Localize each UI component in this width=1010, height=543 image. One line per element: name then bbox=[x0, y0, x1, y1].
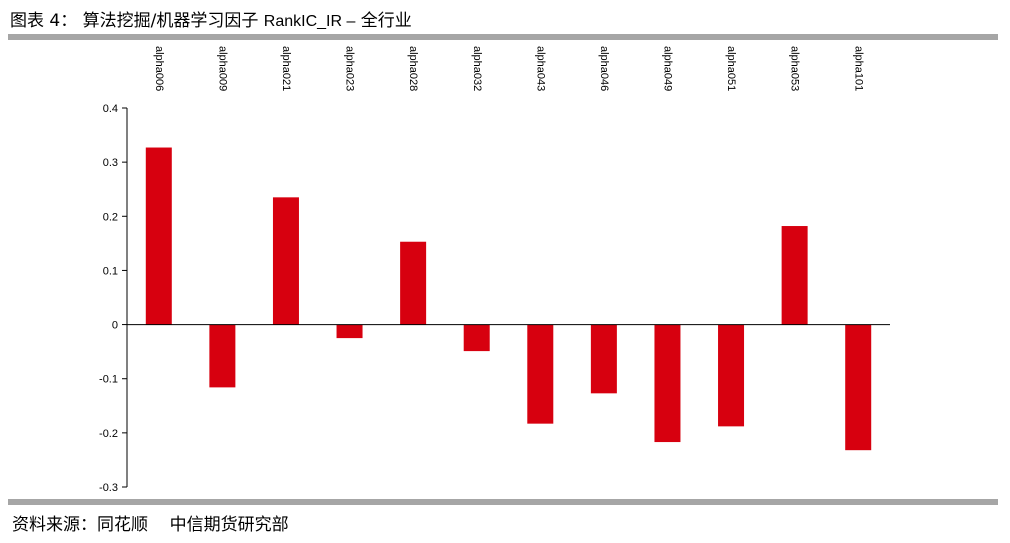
y-tick-label: -0.3 bbox=[99, 482, 118, 494]
figure-title: 图表 4： 算法挖掘/机器学习因子 RankIC_IR – 全行业 bbox=[10, 6, 412, 31]
bar-alpha043 bbox=[527, 324, 554, 424]
category-label: alpha053 bbox=[789, 46, 801, 91]
y-tick-label: 0.3 bbox=[103, 157, 118, 169]
source-label: 资料来源：同花顺 bbox=[12, 515, 148, 535]
bar-alpha101 bbox=[845, 324, 872, 451]
bar-alpha006 bbox=[145, 147, 172, 325]
y-tick-label: 0.2 bbox=[103, 211, 118, 223]
category-label: alpha051 bbox=[725, 46, 737, 91]
y-axis: 0.4 0.3 0.2 0.1 0 -0.1 -0.2 -0.3 bbox=[99, 103, 128, 494]
title-suffix: 全行业 bbox=[360, 11, 412, 31]
y-tick-label: 0 bbox=[112, 320, 118, 332]
bar-alpha023 bbox=[336, 324, 363, 339]
source-org: 中信期货研究部 bbox=[169, 515, 289, 535]
bar-alpha051 bbox=[718, 324, 745, 427]
bar-alpha021 bbox=[272, 197, 299, 325]
title-en: RankIC_IR – bbox=[263, 13, 356, 30]
category-label: alpha009 bbox=[216, 46, 228, 91]
category-labels: alpha006 alpha009 alpha021 alpha023 alpha028… bbox=[153, 46, 864, 91]
category-label: alpha023 bbox=[344, 46, 356, 91]
bars bbox=[145, 147, 872, 451]
bar-alpha053 bbox=[781, 226, 808, 325]
category-label: alpha021 bbox=[280, 46, 292, 91]
y-tick-label: 0.4 bbox=[103, 103, 118, 115]
category-label: alpha049 bbox=[662, 46, 674, 91]
category-label: alpha028 bbox=[407, 46, 419, 91]
top-rule bbox=[8, 34, 998, 40]
category-label: alpha101 bbox=[852, 46, 864, 91]
bar-alpha049 bbox=[654, 324, 681, 443]
figure-label: 图表 4： bbox=[10, 11, 78, 31]
y-tick-label: 0.1 bbox=[103, 265, 118, 277]
title-cn: 算法挖掘/机器学习因子 bbox=[82, 11, 259, 31]
y-tick-label: -0.1 bbox=[99, 374, 118, 386]
bottom-rule bbox=[8, 499, 998, 505]
bar-alpha028 bbox=[400, 241, 427, 325]
category-label: alpha006 bbox=[153, 46, 165, 91]
bar-alpha032 bbox=[463, 324, 490, 352]
bar-alpha046 bbox=[590, 324, 617, 394]
y-tick-label: -0.2 bbox=[99, 428, 118, 440]
bar-alpha009 bbox=[209, 324, 236, 388]
source-note: 资料来源：同花顺 中信期货研究部 bbox=[12, 510, 289, 535]
category-label: alpha046 bbox=[598, 46, 610, 91]
category-label: alpha043 bbox=[534, 46, 546, 91]
category-label: alpha032 bbox=[471, 46, 483, 91]
